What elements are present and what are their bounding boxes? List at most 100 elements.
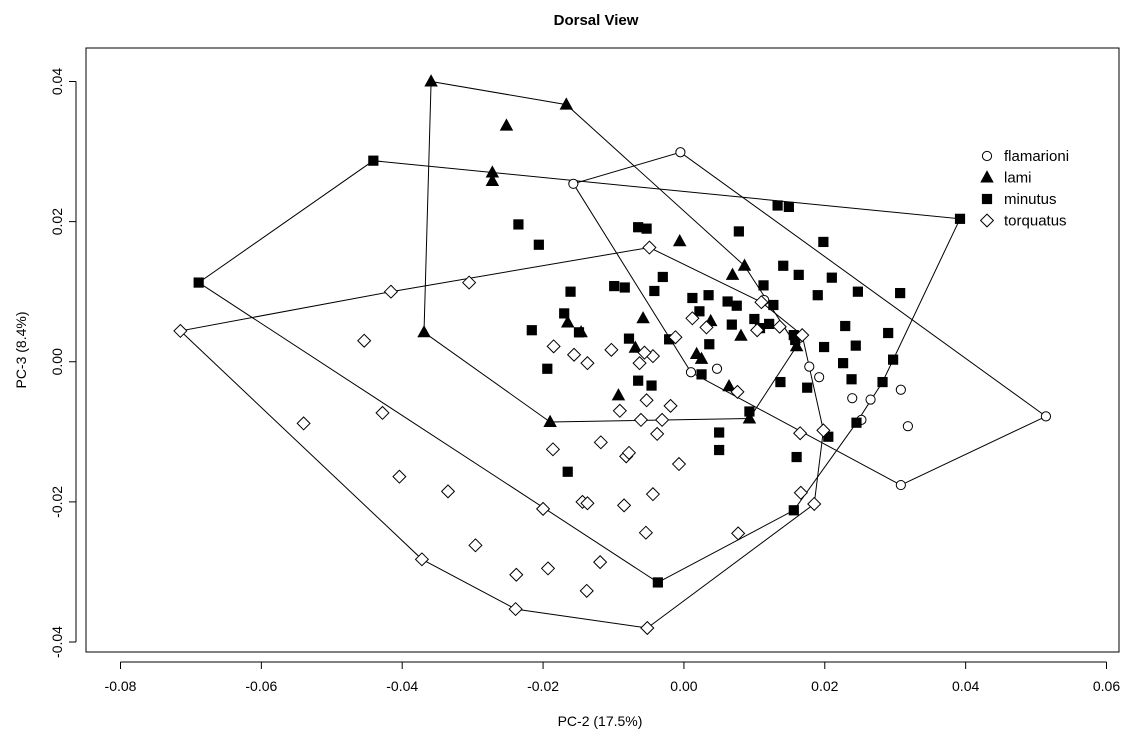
- point-lami: [485, 173, 500, 186]
- point-minutus: [768, 299, 779, 311]
- y-tick-label: 0.02: [49, 208, 65, 235]
- point-torquatus: [668, 330, 683, 345]
- point-minutus: [877, 376, 888, 388]
- point-lami: [424, 74, 438, 87]
- point-torquatus: [621, 445, 637, 460]
- point-torquatus: [650, 426, 665, 442]
- point-minutus: [790, 334, 801, 346]
- point-minutus: [657, 271, 668, 283]
- point-minutus: [818, 236, 829, 248]
- legend-marker-flamarioni: [981, 150, 993, 162]
- x-tick-label: -0.02: [527, 678, 559, 694]
- point-minutus: [609, 280, 620, 292]
- point-torquatus: [540, 561, 556, 576]
- point-torquatus: [639, 393, 654, 408]
- point-minutus: [703, 290, 714, 301]
- point-torquatus: [640, 620, 655, 636]
- point-minutus: [714, 427, 725, 438]
- point-minutus: [783, 201, 794, 213]
- point-torquatus: [462, 275, 477, 290]
- point-minutus: [772, 200, 783, 211]
- point-torquatus: [580, 356, 595, 371]
- point-torquatus: [566, 347, 582, 362]
- legend-label-minutus: minutus: [1004, 191, 1057, 208]
- point-torquatus: [750, 323, 765, 338]
- point-minutus: [802, 382, 813, 393]
- point-minutus: [193, 277, 204, 288]
- point-minutus: [851, 417, 862, 428]
- point-flamarioni: [902, 421, 913, 432]
- point-lami: [789, 339, 804, 352]
- point-minutus: [846, 374, 857, 385]
- point-minutus: [646, 380, 657, 391]
- legend-label-flamarioni: flamarioni: [1004, 148, 1069, 165]
- x-tick-label: 0.06: [1093, 678, 1120, 694]
- point-lami: [543, 414, 557, 427]
- point-minutus: [764, 318, 775, 330]
- data-points: [173, 74, 1052, 636]
- point-torquatus: [580, 496, 595, 511]
- point-torquatus: [579, 583, 594, 598]
- point-torquatus: [772, 319, 787, 334]
- plot-frame: [85, 47, 1120, 653]
- point-torquatus: [795, 328, 810, 343]
- point-minutus: [749, 313, 760, 325]
- point-torquatus: [604, 342, 619, 357]
- point-minutus: [542, 363, 553, 374]
- point-minutus: [559, 308, 570, 319]
- point-minutus: [633, 375, 644, 386]
- point-torquatus: [414, 552, 430, 567]
- point-minutus: [888, 354, 899, 365]
- x-tick-label: -0.04: [386, 678, 418, 694]
- point-lami: [694, 351, 709, 364]
- point-flamarioni: [847, 393, 858, 404]
- point-lami: [737, 258, 752, 271]
- legend: flamarioni lami minutus torquatus: [979, 148, 1069, 230]
- point-minutus: [649, 285, 660, 297]
- hull-minutus: [197, 160, 961, 583]
- point-torquatus: [754, 295, 769, 310]
- point-torquatus: [807, 496, 822, 512]
- point-minutus: [687, 292, 698, 304]
- point-minutus: [641, 223, 652, 234]
- point-minutus: [704, 339, 715, 350]
- point-torquatus: [392, 469, 407, 484]
- legend-label-torquatus: torquatus: [1004, 213, 1067, 230]
- point-lami: [742, 411, 757, 424]
- point-lami: [672, 234, 687, 247]
- point-minutus: [526, 325, 537, 336]
- point-minutus: [652, 577, 663, 588]
- point-minutus: [778, 260, 789, 271]
- point-torquatus: [375, 405, 390, 421]
- point-minutus: [623, 333, 635, 344]
- point-flamarioni: [895, 479, 906, 491]
- point-flamarioni: [895, 384, 906, 395]
- point-minutus: [368, 155, 379, 166]
- point-torquatus: [645, 487, 661, 502]
- point-flamarioni: [711, 363, 723, 374]
- y-axis-label: PC-3 (8.4%): [13, 311, 29, 388]
- point-lami: [636, 311, 650, 324]
- point-lami: [722, 379, 736, 392]
- x-axis-label: PC-2 (17.5%): [558, 713, 643, 729]
- point-minutus: [696, 369, 707, 380]
- point-lami: [734, 328, 748, 341]
- x-tick-label: 0.04: [952, 678, 979, 694]
- point-torquatus: [535, 501, 551, 516]
- point-torquatus: [793, 426, 808, 441]
- x-tick-label: 0.02: [811, 678, 838, 694]
- point-minutus: [793, 269, 804, 280]
- point-torquatus: [173, 323, 188, 339]
- point-torquatus: [632, 356, 647, 371]
- point-minutus: [791, 451, 802, 463]
- point-minutus: [775, 376, 786, 388]
- point-flamarioni: [1040, 411, 1052, 422]
- x-tick-label: -0.08: [105, 678, 137, 694]
- point-minutus: [812, 290, 823, 301]
- point-torquatus: [642, 240, 657, 255]
- point-flamarioni: [685, 367, 697, 378]
- point-minutus: [826, 272, 837, 283]
- point-minutus: [852, 286, 863, 297]
- point-minutus: [883, 327, 894, 339]
